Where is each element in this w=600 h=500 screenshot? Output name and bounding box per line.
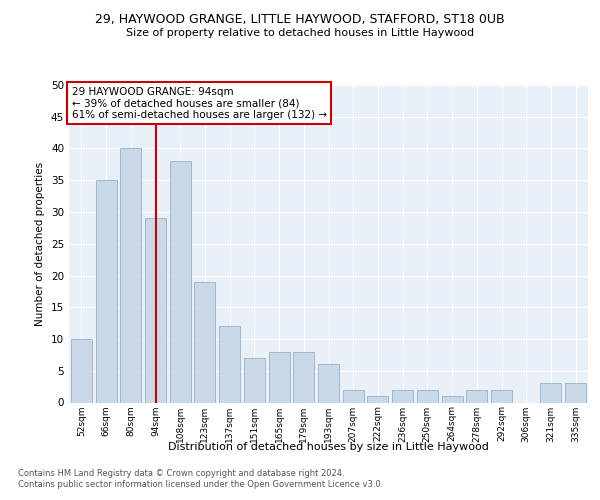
Bar bbox=[145, 218, 166, 402]
Bar bbox=[417, 390, 438, 402]
Bar bbox=[120, 148, 141, 402]
Bar bbox=[367, 396, 388, 402]
Bar bbox=[95, 180, 116, 402]
Bar bbox=[269, 352, 290, 403]
Bar bbox=[170, 161, 191, 402]
Bar bbox=[293, 352, 314, 403]
Bar bbox=[71, 339, 92, 402]
Bar bbox=[392, 390, 413, 402]
Bar bbox=[194, 282, 215, 403]
Bar bbox=[466, 390, 487, 402]
Bar bbox=[219, 326, 240, 402]
Text: Contains HM Land Registry data © Crown copyright and database right 2024.: Contains HM Land Registry data © Crown c… bbox=[18, 469, 344, 478]
Text: 29 HAYWOOD GRANGE: 94sqm
← 39% of detached houses are smaller (84)
61% of semi-d: 29 HAYWOOD GRANGE: 94sqm ← 39% of detach… bbox=[71, 86, 327, 120]
Text: Contains public sector information licensed under the Open Government Licence v3: Contains public sector information licen… bbox=[18, 480, 383, 489]
Bar bbox=[491, 390, 512, 402]
Bar bbox=[318, 364, 339, 403]
Bar bbox=[565, 384, 586, 402]
Text: 29, HAYWOOD GRANGE, LITTLE HAYWOOD, STAFFORD, ST18 0UB: 29, HAYWOOD GRANGE, LITTLE HAYWOOD, STAF… bbox=[95, 12, 505, 26]
Bar bbox=[442, 396, 463, 402]
Bar bbox=[343, 390, 364, 402]
Bar bbox=[244, 358, 265, 403]
Text: Size of property relative to detached houses in Little Haywood: Size of property relative to detached ho… bbox=[126, 28, 474, 38]
Bar bbox=[541, 384, 562, 402]
Text: Distribution of detached houses by size in Little Haywood: Distribution of detached houses by size … bbox=[169, 442, 489, 452]
Y-axis label: Number of detached properties: Number of detached properties bbox=[35, 162, 46, 326]
